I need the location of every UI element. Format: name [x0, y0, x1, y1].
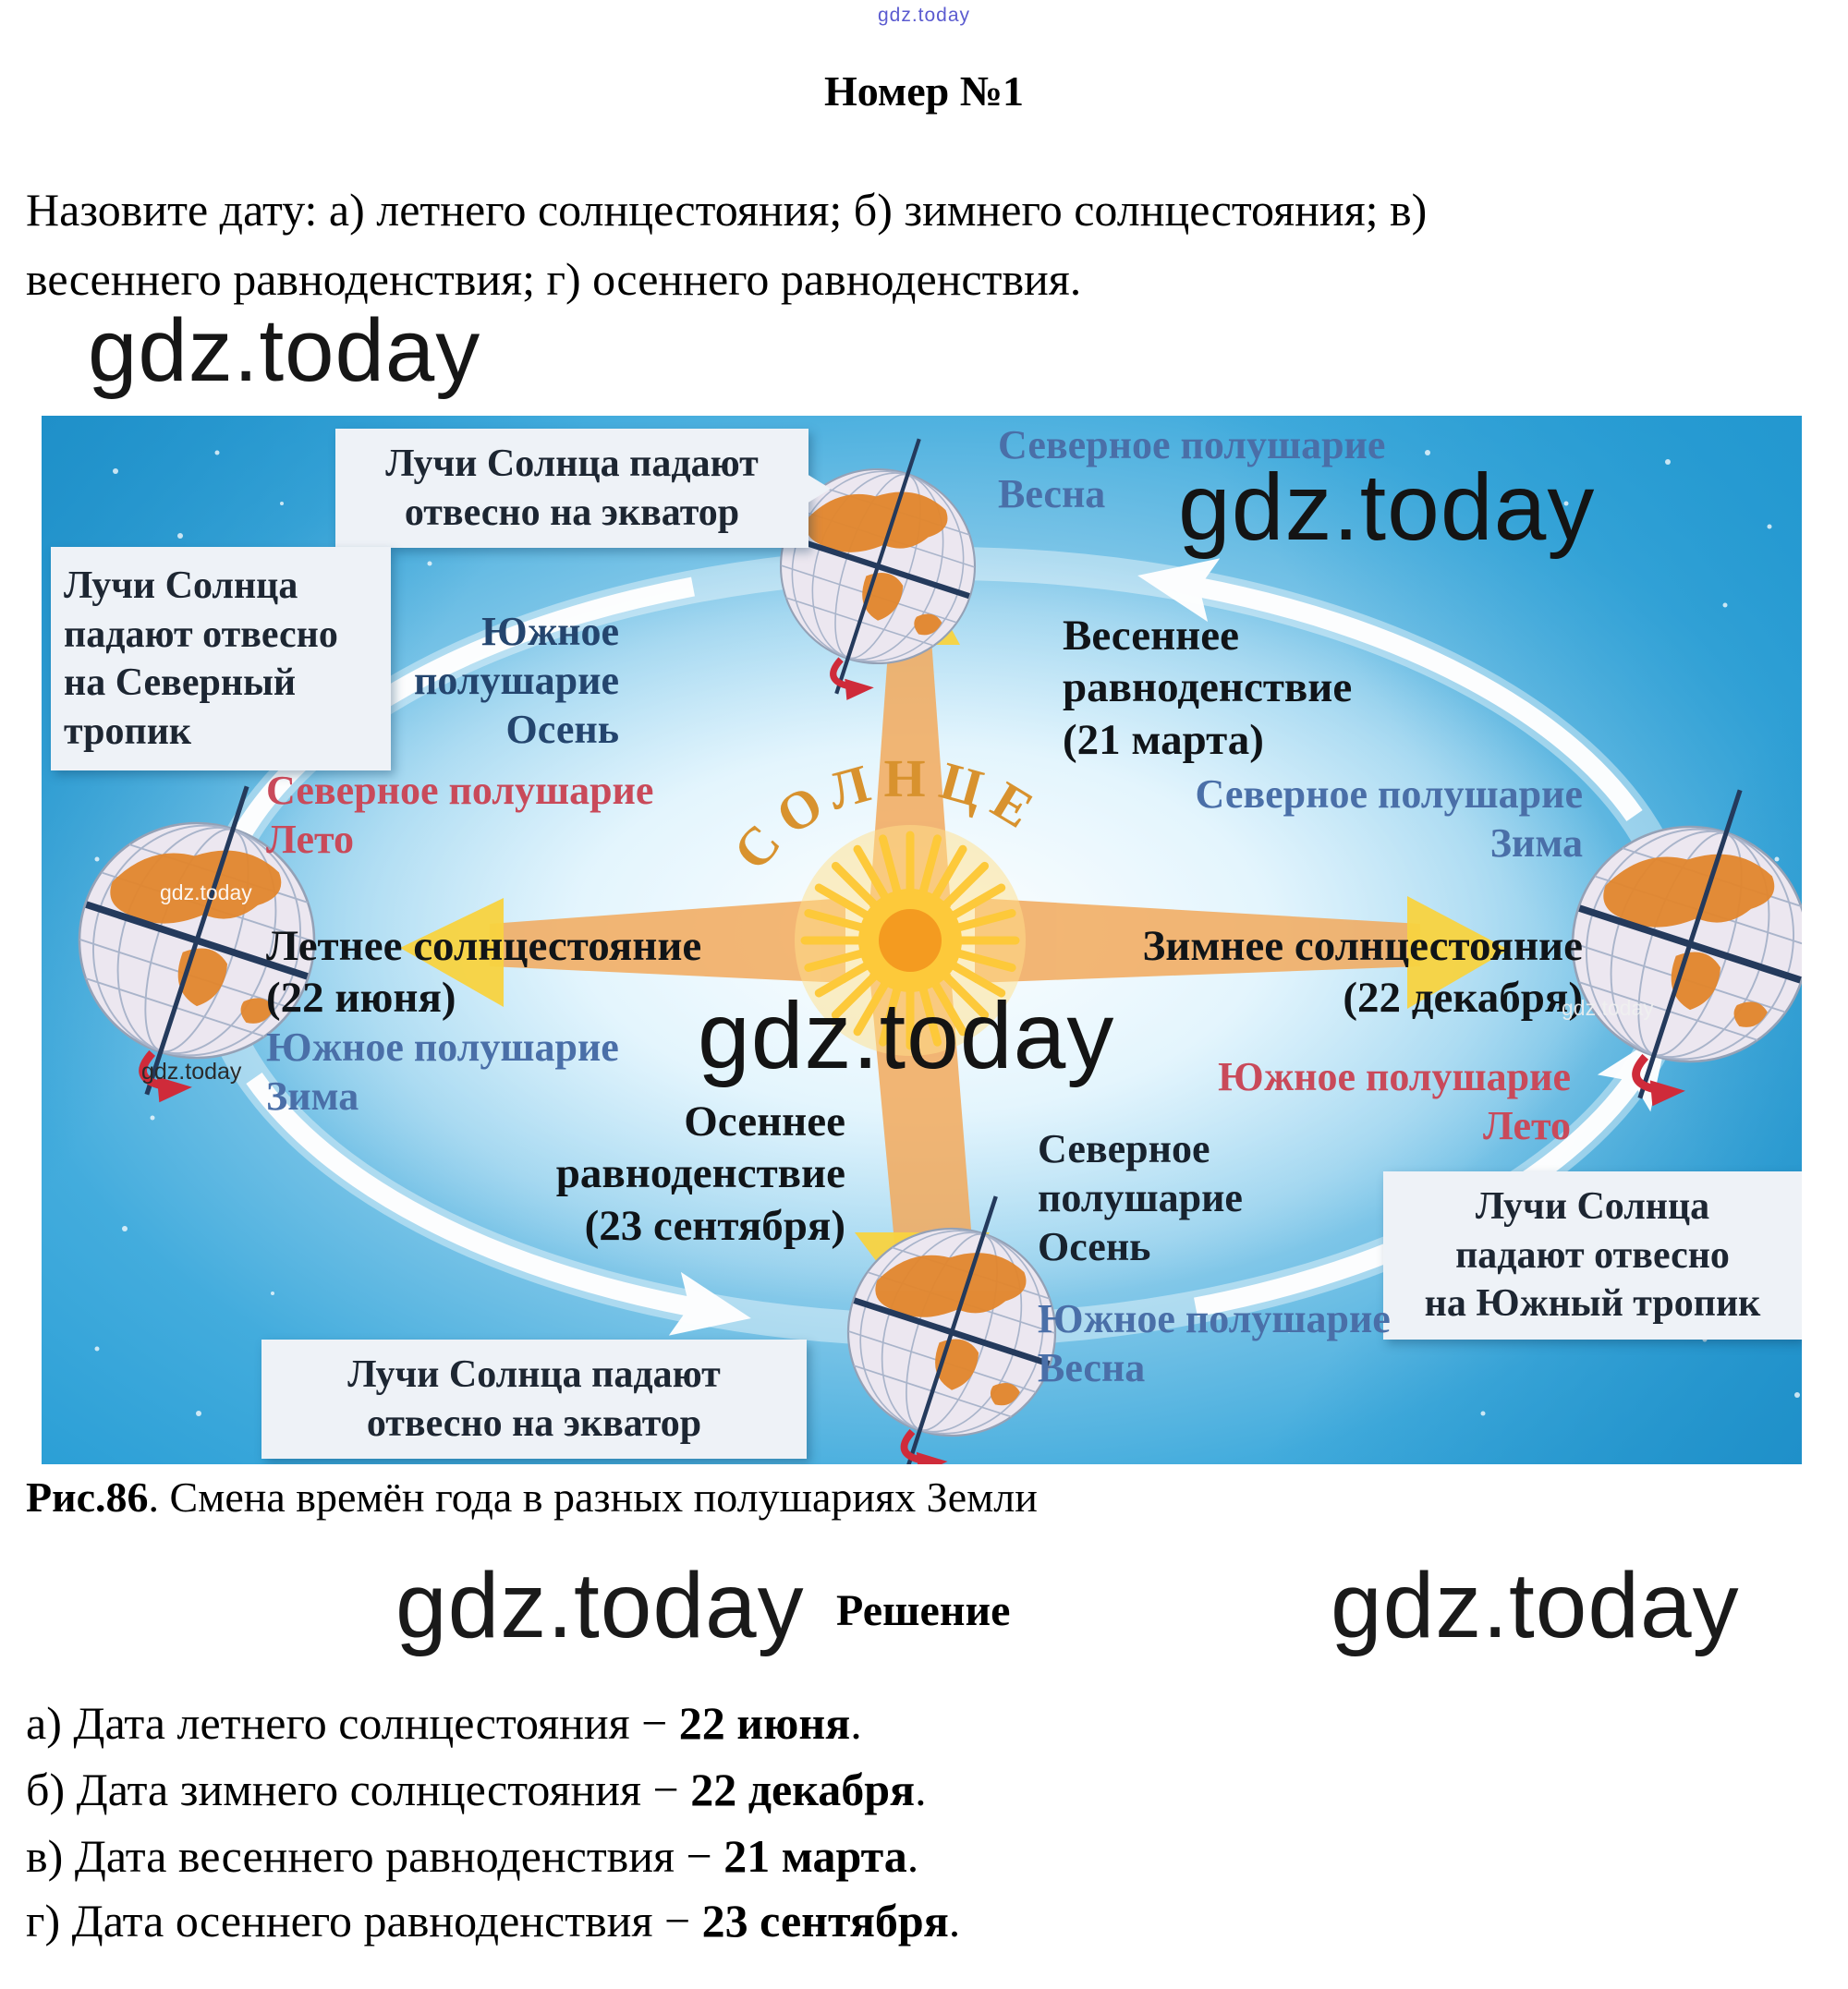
label-autumn-equinox: Осеннее равноденствие (23 сентября) — [555, 1098, 845, 1250]
page-title: Номер №1 — [824, 67, 1024, 115]
watermark: gdz.today — [877, 5, 971, 26]
callout-rays-south-tropic: Лучи Солнца падают отвесно на Южный тропик — [1383, 1171, 1802, 1340]
label-north-summer: Северное полушарие Лето — [266, 768, 654, 862]
seasons-diagram: СОЛНЦЕ Лучи Солнца падают отвесно на эква… — [42, 416, 1802, 1464]
label-north-spring: Северное полушарие Весна — [998, 422, 1386, 516]
label-south-summer: Южное полушарие Лето — [1218, 1054, 1571, 1148]
watermark: gdz.today — [1178, 455, 1596, 560]
label-south-winter: Южное полушарие Зима — [266, 1025, 619, 1119]
callout-rays-equator-bottom: Лучи Солнца падают отвесно на экватор — [261, 1340, 807, 1459]
watermark: gdz.today — [141, 1059, 242, 1085]
answer-date: 23 сентября — [701, 1895, 949, 1947]
label-south-spring: Южное полушарие Весна — [1038, 1296, 1391, 1390]
callout-rays-north-tropic: Лучи Солнца падают отвесно на Северный троп… — [51, 547, 391, 770]
label-winter-solstice: Зимнее солнцестояние (22 декабря) — [1142, 922, 1583, 1023]
question-text: Назовите дату: а) летнего солнцестояния;… — [26, 184, 1428, 305]
watermark: gdz.today — [395, 1554, 805, 1657]
watermark: gdz.today — [88, 301, 481, 400]
answer-line-g: г) Дата осеннего равноденствия − 23 сент… — [26, 1895, 961, 1947]
label-north-winter: Северное полушарие Зима — [1195, 771, 1583, 866]
sun-icon — [795, 825, 1026, 1056]
figure-caption: Рис.86. Смена времён года в разных полуш… — [26, 1474, 1038, 1521]
diagram-artwork: СОЛНЦЕ — [42, 416, 1802, 1464]
label-north-autumn: Северное полушарие Осень — [1038, 1126, 1243, 1269]
solution-heading: Решение — [836, 1586, 1011, 1635]
watermark: gdz.today — [1331, 1554, 1740, 1657]
answer-date: 22 июня — [678, 1697, 851, 1749]
callout-rays-equator-top: Лучи Солнца падают отвесно на экватор — [335, 429, 831, 548]
watermark: gdz.today — [160, 880, 252, 904]
answer-line-a: а) Дата летнего солнцестояния − 22 июня. — [26, 1697, 862, 1749]
answer-line-b: б) Дата зимнего солнцестояния − 22 декаб… — [26, 1764, 927, 1815]
answer-date: 22 декабря — [690, 1764, 916, 1815]
figure-number: Рис.86 — [26, 1474, 149, 1521]
watermark: gdz.today — [1562, 996, 1654, 1020]
answer-line-v: в) Дата весеннего равноденствия − 21 мар… — [26, 1830, 919, 1882]
answer-date: 21 марта — [723, 1830, 907, 1882]
label-summer-solstice: Летнее солнцестояние (22 июня) — [266, 922, 702, 1023]
watermark: gdz.today — [698, 983, 1115, 1088]
label-south-autumn: Южное полушарие Осень — [414, 609, 619, 752]
label-spring-equinox: Весеннее равноденствие (21 марта) — [1063, 612, 1353, 764]
